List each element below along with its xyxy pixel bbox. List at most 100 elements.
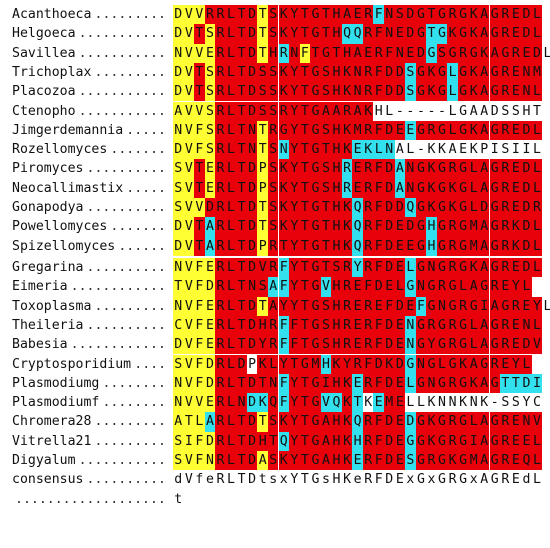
residue-cell: G	[310, 296, 321, 316]
residue-cell: G	[457, 198, 469, 218]
residue-cell: R	[215, 354, 226, 374]
residue-cell: R	[500, 236, 511, 256]
residue-cell: -	[490, 395, 499, 411]
sequence-name: Ctenopho	[12, 103, 76, 119]
residue-cell: R	[362, 335, 374, 355]
residue-cell: R	[447, 159, 458, 179]
residue-cell: K	[447, 198, 458, 218]
residue-cell: K	[341, 198, 353, 218]
residue-cell: Y	[289, 159, 300, 179]
residue-cell: G	[500, 296, 511, 316]
residue-cell: T	[257, 198, 268, 218]
residue-cell: A	[478, 62, 490, 83]
residue-cell: T	[299, 140, 311, 160]
residue-cell: D	[384, 159, 395, 179]
residue-cell: R	[531, 198, 543, 218]
residue-cell: R	[362, 236, 374, 256]
residue-cell: V	[183, 277, 195, 297]
residue-cell: F	[373, 62, 384, 83]
residue-cell: E	[500, 277, 511, 297]
residue-cell: S	[267, 82, 279, 102]
residue-cell: G	[405, 431, 416, 451]
residue-cell: E	[394, 451, 406, 471]
residue-cell: E	[204, 335, 216, 355]
residue-cell: F	[289, 335, 300, 355]
residue-cell: F	[362, 277, 374, 297]
residue-cell: K	[468, 62, 479, 83]
residue-cell: H	[331, 198, 342, 218]
residue-cell: G	[489, 159, 501, 179]
residue-cell: D	[531, 43, 543, 63]
residue-cell: G	[310, 431, 321, 451]
residue-cell: N	[352, 62, 363, 83]
residue-cell: D	[373, 277, 384, 297]
residue-cell: G	[489, 198, 501, 218]
leader-dots: .........	[94, 64, 166, 80]
residue-cell: S	[204, 101, 216, 121]
residue-cell: D	[246, 412, 258, 432]
residue-cell: R	[447, 335, 458, 355]
residue-cell: A	[480, 472, 489, 488]
residue-cell: T	[257, 120, 268, 141]
residue-cell: N	[405, 315, 416, 336]
residue-cell: L	[225, 451, 237, 471]
sequence-name: Placozoa	[12, 84, 76, 100]
residue-cell: Q	[521, 451, 532, 471]
residue-cell: Y	[278, 296, 290, 316]
residue-cell: R	[215, 393, 226, 413]
residue-cell: D	[490, 103, 499, 119]
residue-cell: x	[406, 472, 415, 488]
residue-cell: R	[362, 82, 374, 102]
residue-cell: E	[521, 43, 532, 63]
residue-cell: S	[173, 451, 184, 471]
residue-cell: G	[489, 82, 501, 102]
residue-cell: G	[405, 354, 416, 374]
residue-cell: G	[436, 217, 448, 237]
leader-dots: ..........	[86, 161, 166, 177]
residue-cell: A	[331, 101, 342, 121]
residue-cell: L	[521, 354, 532, 374]
residue-cell: T	[236, 198, 247, 218]
residue-cell: E	[394, 315, 406, 336]
residue-cell: T	[352, 393, 363, 413]
residue-cell: R	[510, 296, 522, 316]
leader-dots: ........	[102, 375, 166, 391]
residue-cell: H	[331, 24, 342, 44]
residue-cell: R	[215, 217, 226, 237]
sequence-name: Trichoplax	[12, 64, 92, 80]
residue-cell: N	[236, 393, 247, 413]
residue-cell: D	[246, 373, 258, 394]
residue-cell: Y	[510, 277, 522, 297]
residue-cell: T	[194, 24, 205, 44]
residue-cell: S	[267, 451, 279, 471]
residue-cell: T	[194, 159, 205, 179]
residue-cell: T	[236, 258, 247, 278]
residue-cell: M	[352, 120, 363, 141]
residue-cell: D	[521, 159, 532, 179]
residue-cell: D	[521, 217, 532, 237]
residue-cell: H	[374, 103, 383, 119]
residue-cell: R	[500, 217, 511, 237]
residue-cell: G	[489, 236, 501, 256]
residue-cell: D	[521, 258, 532, 278]
sequence-name: Savillea	[12, 45, 76, 61]
residue-cell: S	[267, 412, 279, 432]
residue-cell: D	[173, 62, 184, 83]
residue-cell: F	[194, 120, 205, 141]
residue-cell: D	[478, 198, 490, 218]
residue-cell: G	[415, 431, 427, 451]
residue-cell: P	[480, 142, 489, 158]
leader-dots: .....	[126, 180, 166, 196]
residue-cell: D	[246, 82, 258, 102]
residue-cell: T	[236, 296, 247, 316]
residue-cell: R	[500, 451, 511, 471]
residue-cell: A	[341, 5, 353, 25]
residue-cell: N	[384, 5, 395, 25]
residue-cell: L	[225, 258, 237, 278]
residue-cell: G	[457, 217, 469, 237]
residue-cell: E	[394, 258, 406, 278]
residue-cell: H	[522, 103, 531, 119]
residue-cell: Y	[278, 354, 290, 374]
residue-cell: S	[257, 82, 268, 102]
residue-cell: G	[415, 236, 427, 256]
